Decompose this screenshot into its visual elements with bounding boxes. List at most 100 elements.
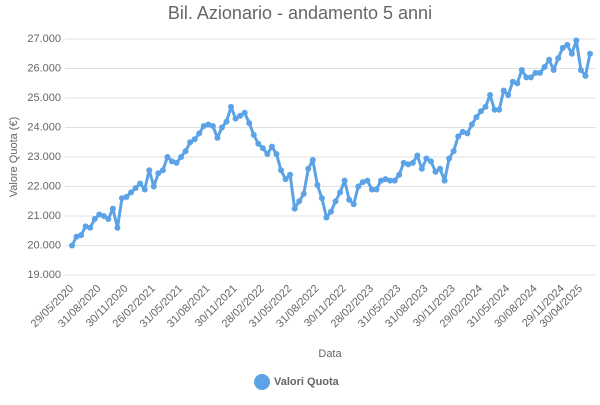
data-point	[550, 66, 557, 73]
data-point	[78, 232, 85, 239]
data-point	[546, 56, 553, 63]
data-point	[96, 211, 103, 218]
data-point	[255, 140, 262, 147]
y-tick-label: 19.000	[27, 269, 61, 281]
data-point	[423, 155, 430, 162]
y-tick-label: 20.000	[27, 239, 61, 251]
data-point	[159, 167, 166, 174]
data-point	[441, 177, 448, 184]
data-point	[437, 165, 444, 172]
chart-title: Bil. Azionario - andamento 5 anni	[168, 3, 432, 23]
data-point	[305, 165, 312, 172]
data-point	[278, 167, 285, 174]
data-point	[132, 184, 139, 191]
data-point	[505, 92, 512, 99]
y-tick-label: 21.000	[27, 210, 61, 222]
data-point	[332, 198, 339, 205]
data-point	[137, 180, 144, 187]
data-point	[241, 109, 248, 116]
data-point	[487, 92, 494, 99]
data-point	[427, 158, 434, 165]
data-point	[518, 66, 525, 73]
data-point	[418, 165, 425, 172]
data-point	[237, 112, 244, 119]
data-point	[491, 106, 498, 113]
data-point	[291, 205, 298, 212]
data-point	[464, 130, 471, 137]
data-point	[259, 145, 266, 152]
data-point	[527, 74, 534, 81]
data-point	[341, 177, 348, 184]
y-tick-label: 25.000	[27, 92, 61, 104]
data-point	[300, 190, 307, 197]
data-point	[573, 37, 580, 44]
data-point	[91, 215, 98, 222]
data-point	[509, 78, 516, 85]
data-point	[382, 176, 389, 183]
data-point	[228, 103, 235, 110]
data-point	[368, 186, 375, 193]
data-point	[496, 106, 503, 113]
data-point	[432, 168, 439, 175]
data-point	[532, 69, 539, 76]
data-point	[87, 224, 94, 231]
data-point	[141, 186, 148, 193]
data-point	[355, 183, 362, 190]
data-point	[100, 213, 107, 219]
legend-marker	[254, 374, 270, 390]
data-point	[218, 124, 225, 131]
data-point	[555, 55, 562, 62]
data-point	[405, 161, 412, 168]
data-point	[73, 233, 80, 240]
data-point	[309, 156, 316, 163]
data-point	[400, 159, 407, 166]
data-point	[205, 121, 212, 128]
data-point	[459, 128, 466, 135]
data-point	[537, 69, 544, 76]
data-point	[523, 74, 530, 81]
data-point	[387, 177, 394, 184]
data-point	[500, 87, 507, 94]
data-point	[541, 64, 548, 71]
data-point	[155, 170, 162, 177]
data-point	[264, 151, 271, 158]
data-point	[128, 189, 135, 196]
data-point	[223, 118, 230, 125]
data-point	[164, 154, 171, 160]
data-point	[191, 136, 198, 143]
data-point	[196, 130, 203, 137]
data-point	[109, 205, 116, 212]
data-point	[105, 215, 112, 222]
data-point	[114, 224, 121, 231]
data-point	[446, 155, 453, 162]
legend-label: Valori Quota	[274, 376, 340, 388]
data-point	[477, 108, 484, 115]
data-point	[514, 80, 521, 87]
y-tick-label: 24.000	[27, 121, 61, 133]
data-line	[70, 38, 592, 247]
data-point	[273, 151, 280, 158]
data-point	[187, 139, 194, 146]
data-point	[200, 123, 207, 130]
y-axis-title: Valore Quota (€)	[8, 117, 20, 198]
data-point	[564, 41, 571, 48]
data-point	[373, 186, 380, 193]
y-tick-label: 27.000	[27, 33, 61, 45]
data-point	[409, 159, 416, 166]
data-point	[318, 195, 325, 202]
data-point	[209, 123, 216, 130]
data-point	[414, 152, 421, 159]
data-point	[350, 201, 357, 208]
data-point	[359, 179, 366, 186]
data-point	[473, 114, 480, 121]
data-point	[123, 193, 130, 200]
data-point	[282, 176, 289, 183]
data-point	[268, 143, 275, 150]
data-point	[396, 171, 403, 178]
data-point	[582, 72, 589, 79]
data-point	[296, 198, 303, 205]
data-point	[377, 177, 384, 184]
data-point	[391, 177, 398, 184]
data-point	[232, 115, 239, 122]
data-point	[168, 158, 175, 165]
